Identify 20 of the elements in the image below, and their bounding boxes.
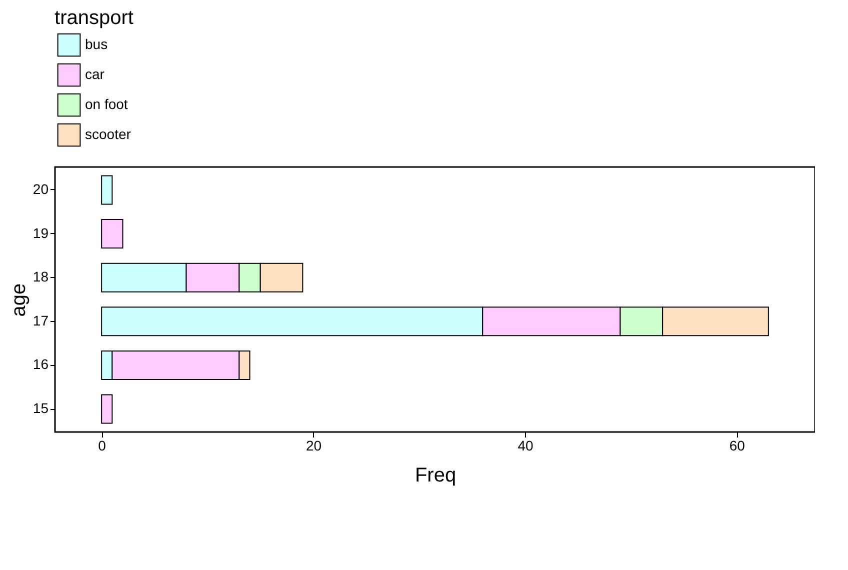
legend-label: bus <box>85 36 108 52</box>
bar <box>101 394 113 424</box>
y-axis-title: age <box>8 283 30 317</box>
x-tick-label: 0 <box>98 438 106 454</box>
x-tick-label: 40 <box>518 438 534 454</box>
y-tick-label: 15 <box>32 400 49 416</box>
legend-title: transport <box>54 7 134 29</box>
x-axis-title: Freq <box>414 464 456 486</box>
bar <box>101 219 124 249</box>
legend-label: scooter <box>85 126 132 142</box>
legend-label: car <box>85 66 105 82</box>
x-tick-label: 60 <box>729 438 746 454</box>
y-tick-label: 16 <box>32 356 49 372</box>
y-tick-label: 19 <box>32 224 49 241</box>
bar <box>101 175 113 205</box>
x-tick-label: 20 <box>306 438 322 454</box>
legend-label: on foot <box>85 96 128 112</box>
y-tick-label: 18 <box>32 268 49 285</box>
y-tick-label: 20 <box>32 180 49 197</box>
y-tick-label: 17 <box>32 312 49 328</box>
